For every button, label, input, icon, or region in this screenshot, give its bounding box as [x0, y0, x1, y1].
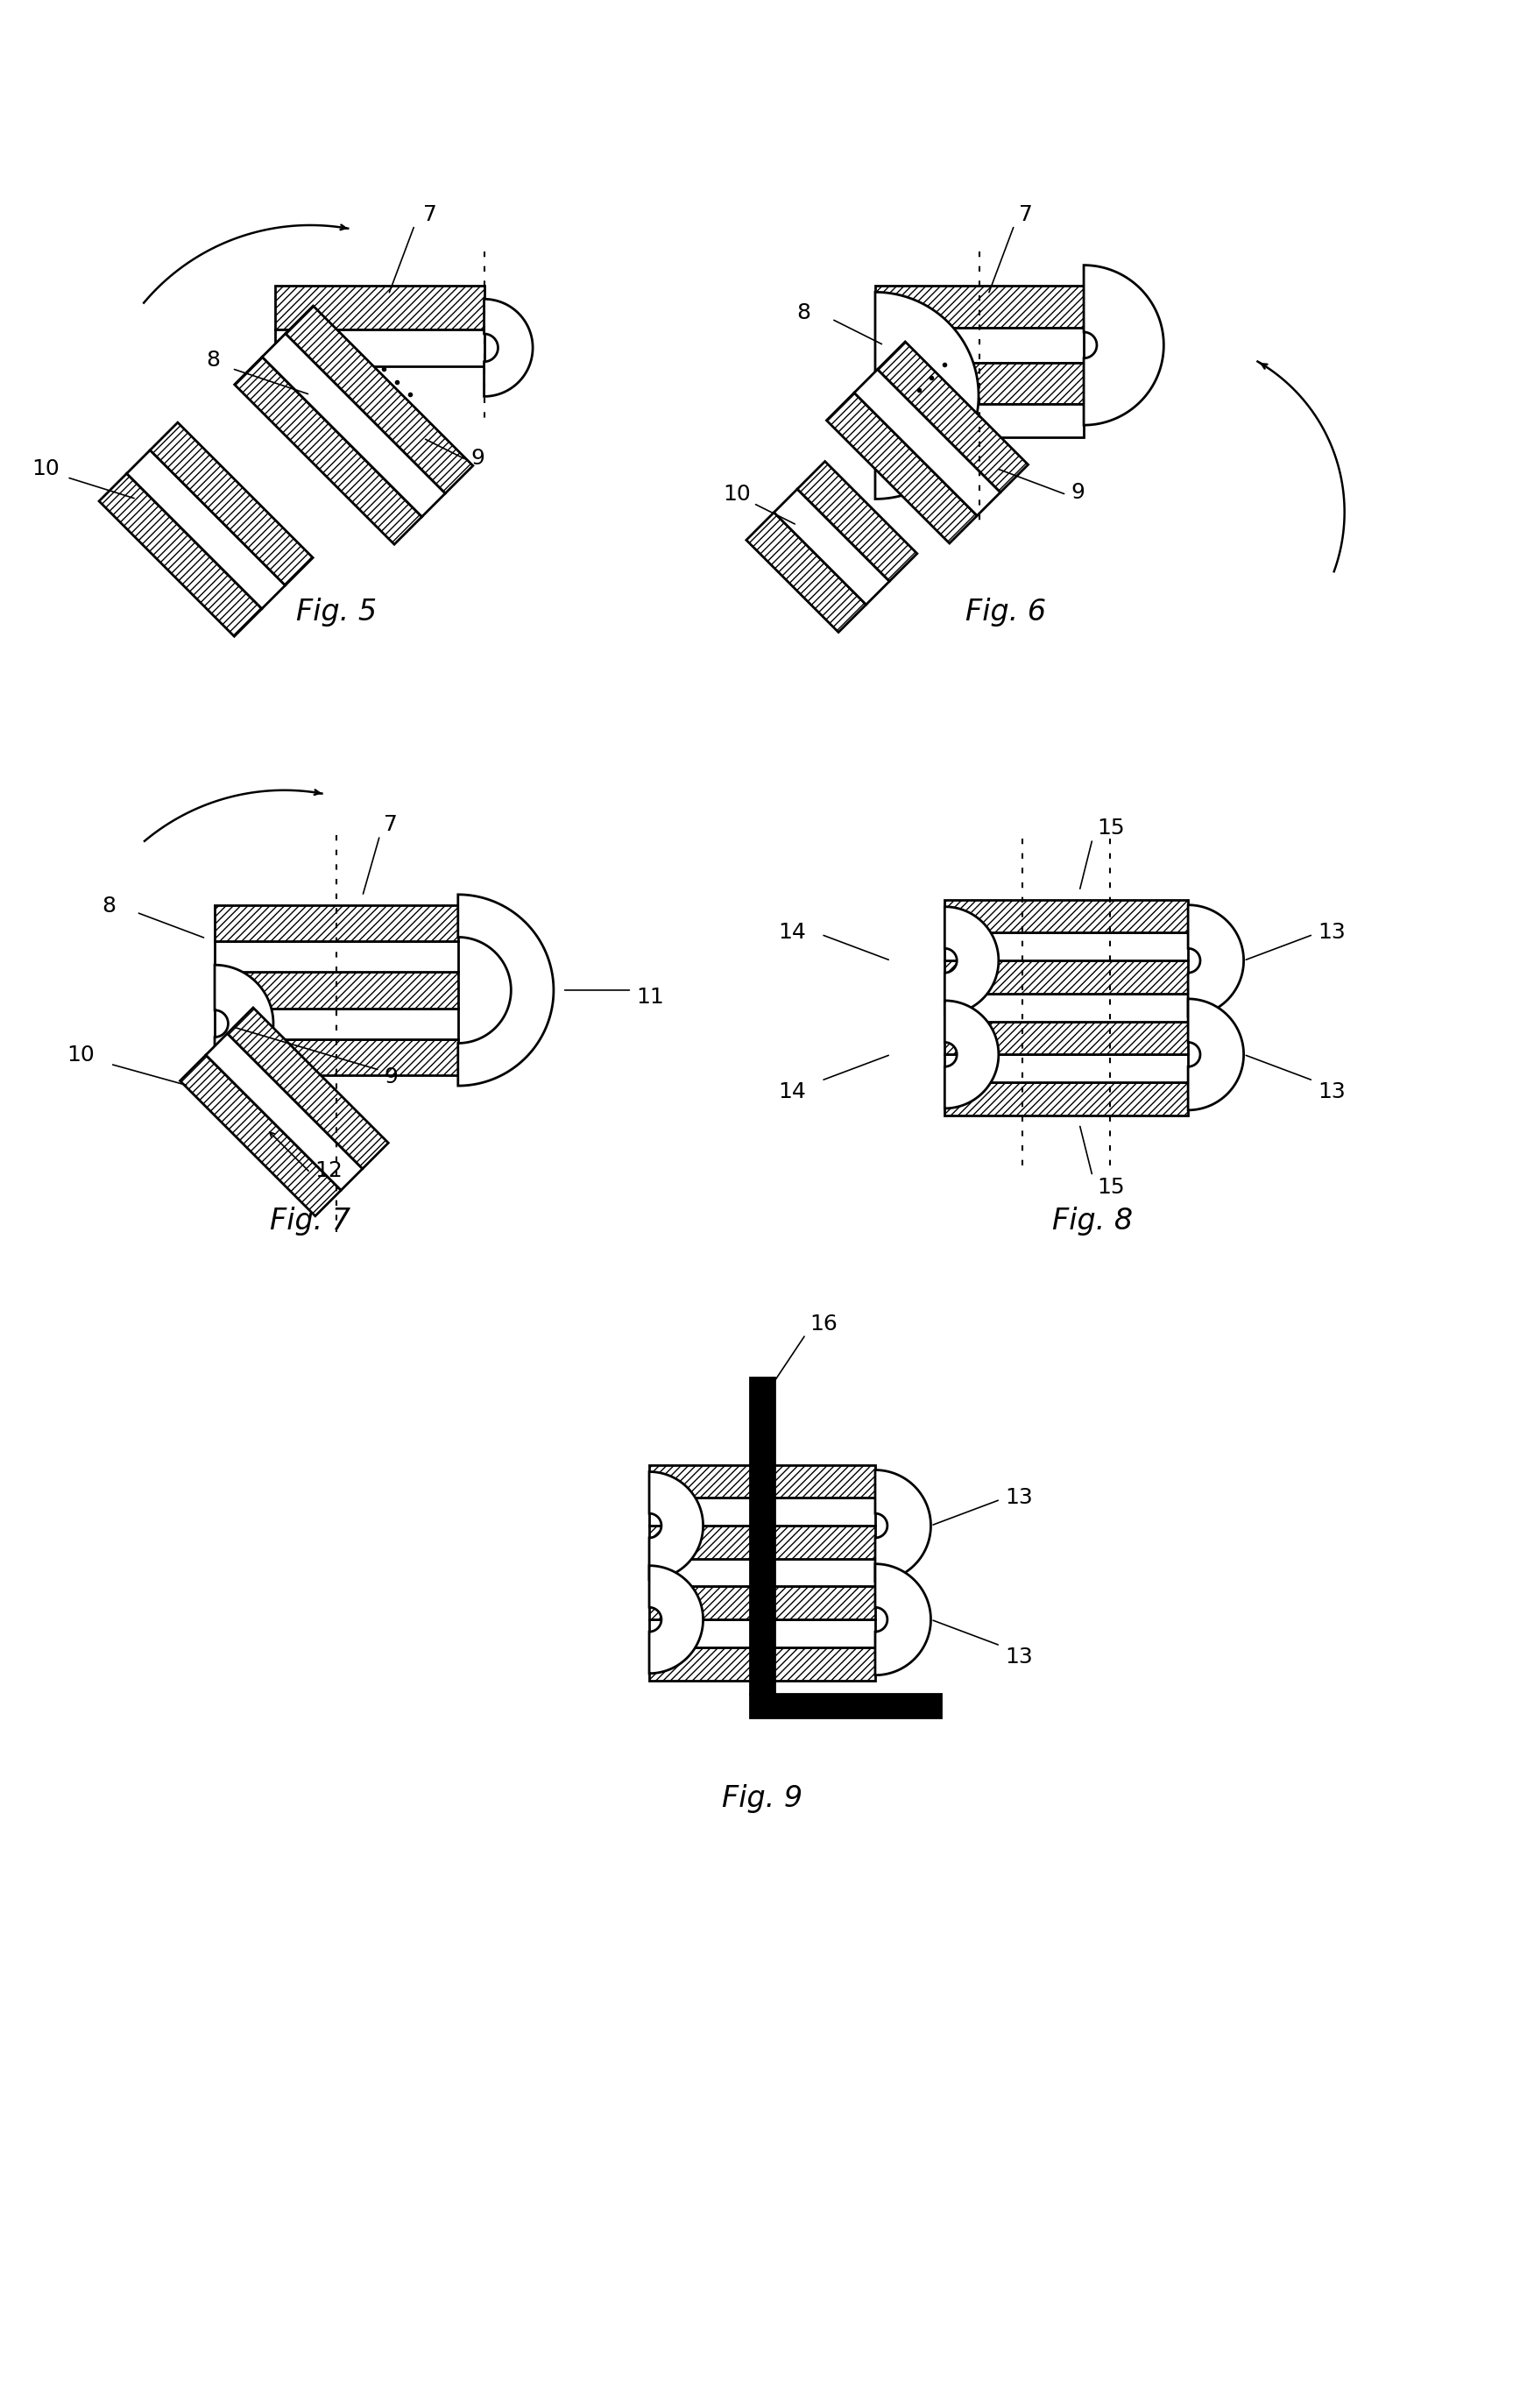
- Text: 10: 10: [67, 1045, 95, 1067]
- Polygon shape: [275, 330, 484, 366]
- Polygon shape: [875, 327, 1084, 364]
- Text: Fig. 7: Fig. 7: [270, 1206, 351, 1235]
- Polygon shape: [99, 474, 263, 636]
- Polygon shape: [945, 1002, 999, 1108]
- Polygon shape: [286, 306, 473, 494]
- Polygon shape: [854, 368, 1000, 515]
- Polygon shape: [750, 1693, 941, 1717]
- Text: 9: 9: [1070, 482, 1084, 503]
- Polygon shape: [1188, 905, 1243, 1016]
- Polygon shape: [649, 1621, 875, 1647]
- Polygon shape: [215, 905, 458, 942]
- Polygon shape: [649, 1498, 875, 1527]
- Polygon shape: [235, 356, 421, 544]
- Polygon shape: [484, 299, 533, 397]
- Text: 14: 14: [777, 1081, 806, 1103]
- Text: 15: 15: [1096, 1178, 1124, 1197]
- Polygon shape: [649, 1471, 702, 1580]
- Polygon shape: [127, 450, 286, 609]
- Text: 14: 14: [777, 922, 806, 944]
- Text: 11: 11: [637, 987, 664, 1007]
- Polygon shape: [878, 342, 1028, 491]
- Polygon shape: [150, 421, 313, 585]
- Polygon shape: [750, 1377, 774, 1693]
- Polygon shape: [875, 405, 1084, 438]
- Text: 12: 12: [315, 1161, 342, 1182]
- Polygon shape: [945, 1055, 1188, 1081]
- Text: 7: 7: [1019, 205, 1032, 226]
- Polygon shape: [945, 995, 1188, 1021]
- Text: 13: 13: [1005, 1488, 1032, 1507]
- Polygon shape: [875, 291, 979, 498]
- Polygon shape: [649, 1647, 875, 1681]
- Text: 13: 13: [1005, 1647, 1032, 1666]
- Polygon shape: [945, 961, 1188, 995]
- Text: 7: 7: [423, 205, 437, 226]
- Text: Fig. 6: Fig. 6: [965, 597, 1046, 626]
- Polygon shape: [649, 1587, 875, 1621]
- Polygon shape: [797, 462, 918, 580]
- Text: 9: 9: [470, 448, 486, 470]
- Polygon shape: [458, 893, 554, 1086]
- Polygon shape: [747, 513, 866, 633]
- Polygon shape: [945, 908, 999, 1014]
- Polygon shape: [945, 1081, 1188, 1115]
- Polygon shape: [215, 942, 458, 973]
- Polygon shape: [774, 489, 890, 604]
- Text: 8: 8: [206, 349, 220, 371]
- Polygon shape: [875, 1469, 931, 1582]
- Text: Fig. 9: Fig. 9: [722, 1784, 803, 1813]
- Polygon shape: [649, 1565, 702, 1674]
- Polygon shape: [1084, 265, 1164, 426]
- Polygon shape: [228, 1007, 388, 1168]
- Polygon shape: [206, 1033, 362, 1190]
- Text: 15: 15: [1096, 819, 1124, 838]
- Polygon shape: [826, 393, 977, 544]
- Polygon shape: [215, 966, 273, 1081]
- Polygon shape: [875, 287, 1084, 327]
- Text: 13: 13: [1318, 1081, 1345, 1103]
- Polygon shape: [649, 1464, 875, 1498]
- Polygon shape: [945, 932, 1188, 961]
- Polygon shape: [945, 901, 1188, 932]
- Polygon shape: [215, 973, 458, 1009]
- Text: 7: 7: [385, 814, 399, 836]
- Polygon shape: [1188, 999, 1243, 1110]
- Polygon shape: [875, 1563, 931, 1676]
- Text: 16: 16: [809, 1312, 838, 1334]
- Text: 10: 10: [724, 484, 751, 506]
- Polygon shape: [263, 335, 446, 518]
- Text: Fig. 8: Fig. 8: [1052, 1206, 1133, 1235]
- Polygon shape: [649, 1527, 875, 1558]
- Polygon shape: [215, 1009, 458, 1038]
- Polygon shape: [875, 364, 1084, 405]
- Text: 8: 8: [797, 303, 811, 323]
- Polygon shape: [180, 1055, 341, 1216]
- Polygon shape: [275, 287, 484, 330]
- Polygon shape: [649, 1558, 875, 1587]
- Text: 10: 10: [32, 458, 60, 479]
- Text: 9: 9: [385, 1067, 399, 1088]
- Text: 8: 8: [102, 896, 116, 917]
- Polygon shape: [945, 1021, 1188, 1055]
- Text: 13: 13: [1318, 922, 1345, 944]
- Text: Fig. 5: Fig. 5: [296, 597, 377, 626]
- Polygon shape: [215, 1038, 458, 1076]
